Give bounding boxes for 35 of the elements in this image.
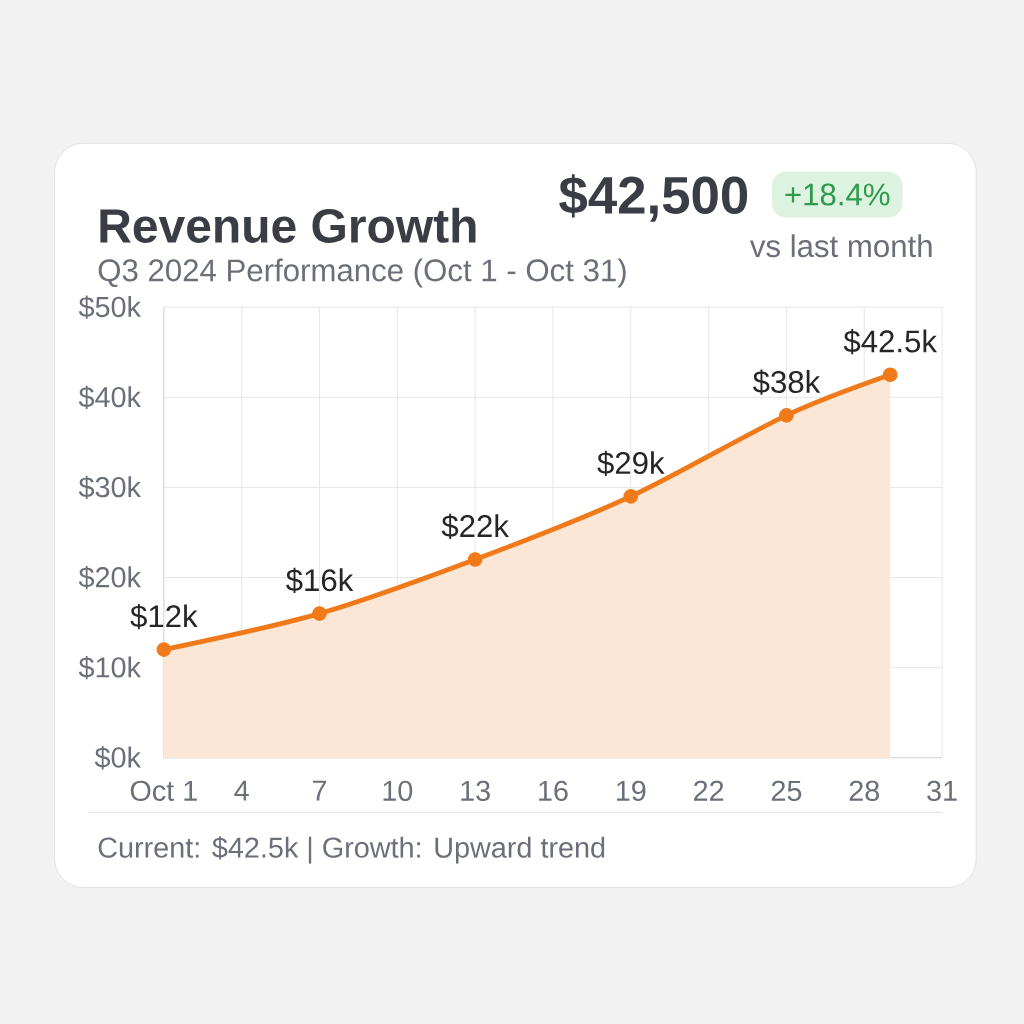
text: vs last month bbox=[749, 234, 932, 258]
y-tick-label: $40k bbox=[78, 385, 142, 409]
data-label: $38k bbox=[752, 369, 821, 395]
y-tick-label: $20k bbox=[78, 565, 142, 590]
data-label: $29k bbox=[597, 450, 665, 476]
x-tick-label: 19 bbox=[616, 780, 646, 801]
x-tick-label: 28 bbox=[849, 780, 879, 801]
text: +18.4% bbox=[785, 183, 890, 206]
text: Current: $42.5k | Growth: Upward trend bbox=[98, 836, 605, 864]
x-tick-label: 7 bbox=[312, 780, 327, 801]
y-tick-label: $50k bbox=[78, 295, 142, 319]
data-label: $12k bbox=[130, 603, 198, 630]
chart-title: Revenue Growth bbox=[100, 207, 476, 243]
x-tick-label: 22 bbox=[694, 780, 724, 801]
point bbox=[623, 489, 639, 504]
chart-subtitle: Q3 2024 Performance (Oct 1 - Oct 31) bbox=[98, 258, 626, 288]
point bbox=[779, 408, 794, 423]
data-label: $22k bbox=[441, 513, 509, 540]
y-tick-label: $10k bbox=[78, 656, 142, 680]
x-tick-label: 16 bbox=[539, 780, 568, 801]
point bbox=[156, 642, 172, 657]
x-tick-label: Oct 1 bbox=[130, 780, 197, 801]
point bbox=[467, 552, 483, 567]
y-tick-label: $30k bbox=[78, 475, 142, 500]
x-tick-label: 31 bbox=[927, 780, 957, 801]
data-label: $42.5k bbox=[843, 329, 938, 355]
point bbox=[882, 367, 898, 383]
x-tick-label: 13 bbox=[461, 780, 490, 801]
x-tick-label: 25 bbox=[771, 780, 802, 801]
y-tick-label: $0k bbox=[94, 746, 142, 770]
data-label: $16k bbox=[286, 567, 354, 594]
point bbox=[312, 606, 327, 621]
x-tick-label: 4 bbox=[234, 780, 249, 801]
text: $42,500 bbox=[559, 174, 748, 222]
x-tick-label: 10 bbox=[383, 780, 413, 801]
